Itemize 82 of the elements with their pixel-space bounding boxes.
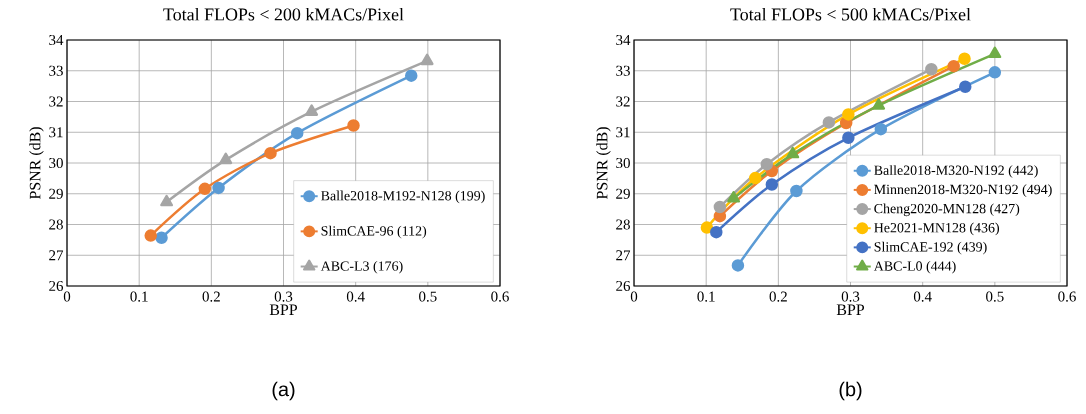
legend-label: Balle2018-M192-N128 (199)	[321, 190, 485, 204]
x-tick-label: 0.1	[130, 291, 148, 302]
point	[144, 229, 157, 242]
point	[760, 157, 774, 171]
point	[264, 146, 277, 160]
legend-label: He2021-MN128 (436)	[874, 222, 1000, 236]
x-tick-label: 0.4	[913, 291, 932, 302]
legend-label: SlimCAE-96 (112)	[321, 225, 427, 239]
y-tick-label: 30	[616, 157, 630, 169]
point	[404, 69, 418, 82]
x-tick-label: 0.5	[986, 291, 1004, 302]
point	[710, 225, 723, 239]
x-tick-label: 0	[63, 291, 71, 302]
x-tick-label: 0.1	[697, 291, 715, 302]
y-tick-label: 33	[49, 65, 63, 76]
chart-title: Total FLOPs < 500 kMACs/Pixel	[730, 7, 971, 21]
y-tick-label: 27	[49, 250, 64, 261]
x-tick-label: 0.4	[346, 291, 365, 302]
point	[212, 181, 225, 195]
y-tick-label: 29	[616, 188, 630, 199]
point	[290, 126, 304, 140]
point	[700, 221, 714, 234]
point	[790, 184, 803, 198]
legend-label: Balle2018-M320-N192 (442)	[874, 165, 1038, 178]
y-axis-title: PSNR (dB)	[29, 127, 44, 200]
point	[959, 80, 972, 93]
point	[198, 182, 212, 196]
point	[347, 119, 360, 132]
point	[822, 116, 836, 129]
point	[420, 53, 434, 66]
y-tick-label: 34	[616, 34, 631, 46]
y-tick-label: 31	[49, 127, 63, 138]
x-tick-label: 0.6	[1058, 291, 1076, 302]
y-tick-label: 31	[616, 127, 630, 138]
x-axis-title: BPP	[836, 304, 865, 315]
point	[872, 98, 886, 110]
x-tick-label: 0.3	[274, 291, 293, 302]
text: (b)	[839, 381, 862, 401]
y-tick-label: 26	[49, 280, 64, 292]
x-tick-label: 0.6	[491, 291, 509, 302]
point	[765, 178, 779, 191]
x-tick-label: 0.2	[202, 291, 220, 302]
point	[842, 108, 855, 121]
point	[874, 122, 888, 136]
y-tick-label: 32	[616, 96, 630, 107]
point	[988, 66, 1002, 79]
y-tick-label: 34	[49, 34, 64, 46]
y-tick-label: 28	[49, 219, 63, 230]
y-tick-label: 27	[616, 250, 631, 261]
point	[947, 59, 960, 73]
y-tick-label: 28	[616, 219, 630, 230]
legend-label: Minnen2018-M320-N192 (494)	[874, 184, 1052, 197]
y-tick-label: 26	[616, 280, 631, 292]
point	[155, 231, 168, 244]
x-tick-label: 0.3	[841, 291, 860, 302]
legend-label: Cheng2020-MN128 (427)	[874, 203, 1020, 217]
y-tick-label: 30	[49, 157, 63, 169]
point	[958, 52, 971, 66]
y-axis-title: PSNR (dB)	[596, 127, 611, 200]
point	[713, 200, 727, 214]
point	[988, 46, 1002, 59]
legend-label: ABC-L0 (444)	[873, 260, 956, 274]
point	[160, 194, 174, 207]
point	[727, 191, 741, 203]
point	[842, 131, 855, 145]
chart-title: Total FLOPs < 200 kMACs/Pixel	[163, 7, 404, 21]
legend-label: ABC-L3 (176)	[320, 260, 403, 274]
y-tick-label: 29	[49, 188, 63, 199]
x-axis-title: BPP	[269, 304, 298, 315]
point	[305, 104, 319, 116]
point	[219, 152, 233, 165]
y-tick-label: 32	[49, 96, 63, 107]
x-tick-label: 0.2	[769, 291, 787, 302]
point	[731, 259, 745, 272]
point	[786, 146, 800, 159]
point	[925, 62, 938, 76]
y-tick-label: 33	[616, 65, 630, 76]
x-tick-label: 0.5	[419, 291, 437, 302]
text: (a)	[272, 381, 295, 401]
legend-label: SlimCAE-192 (439)	[874, 241, 987, 255]
point	[749, 171, 762, 185]
x-tick-label: 0	[630, 291, 638, 302]
